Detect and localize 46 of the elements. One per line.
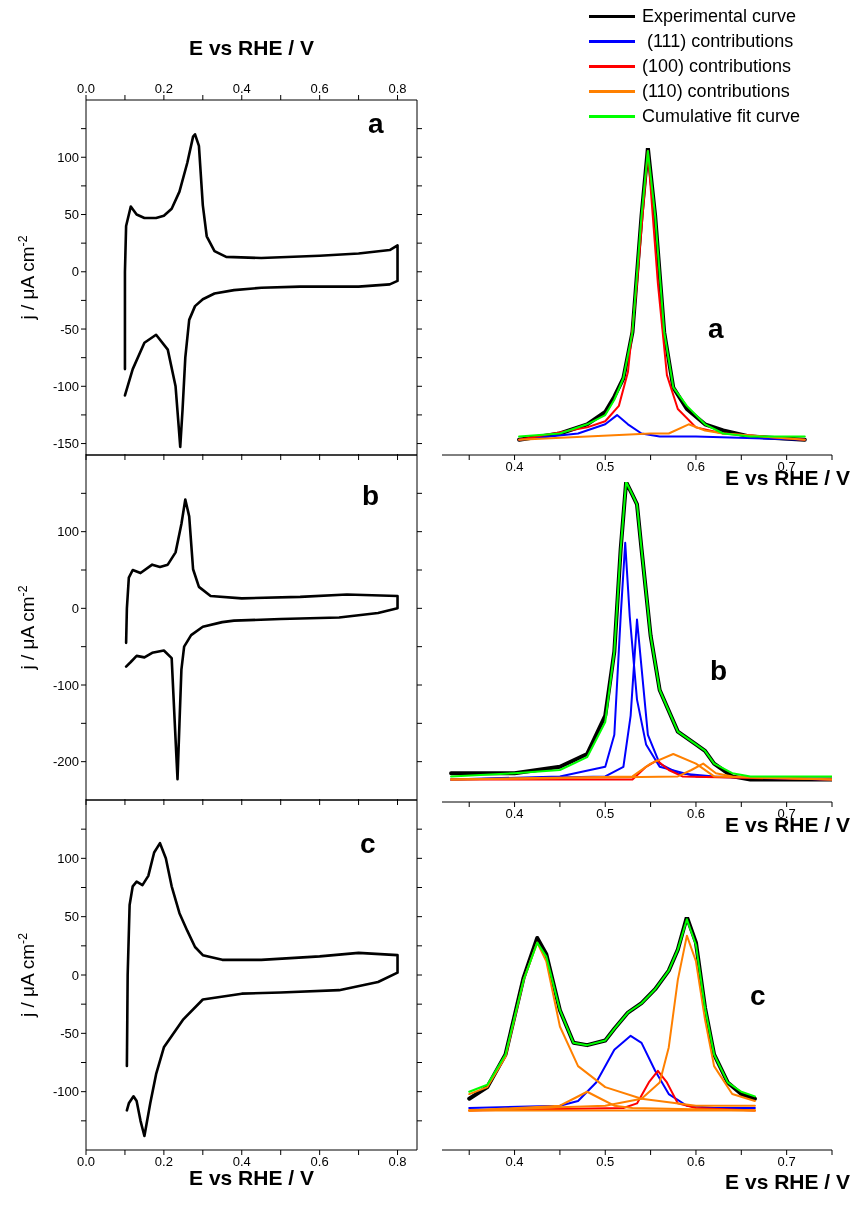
x-tick-label: 0.6 bbox=[310, 81, 329, 96]
annotation: b bbox=[362, 480, 380, 512]
x-tick-label: 0.6 bbox=[686, 806, 705, 822]
y-tick-label: 0 bbox=[71, 264, 79, 280]
y-tick-label: -50 bbox=[60, 1025, 79, 1041]
x-tick-label: 0.6 bbox=[686, 1154, 705, 1170]
annotation: b bbox=[710, 655, 728, 687]
y-tick-label: 100 bbox=[57, 850, 79, 866]
x-tick-label: 0.4 bbox=[505, 806, 524, 822]
y-tick-label: 100 bbox=[57, 149, 79, 165]
y-tick-label: 0 bbox=[71, 967, 79, 983]
y-tick-label: -50 bbox=[60, 321, 79, 337]
x-tick-label: 0.4 bbox=[505, 459, 524, 475]
y-tick-label: -100 bbox=[52, 1084, 79, 1100]
x-tick-label: 0.6 bbox=[686, 459, 705, 475]
x-tick-label: 0.0 bbox=[76, 81, 96, 96]
legend-label: Experimental curve bbox=[641, 6, 797, 27]
annotation: a bbox=[708, 313, 724, 345]
x-tick-label: 0.4 bbox=[232, 81, 251, 96]
x-tick-label: 0.5 bbox=[596, 1154, 615, 1170]
legend-label: (100) contributions bbox=[641, 56, 792, 77]
y-tick-label: -100 bbox=[52, 378, 79, 394]
x-tick-label: 0.2 bbox=[154, 81, 173, 96]
x-tick-label: 0.4 bbox=[505, 1154, 524, 1170]
x-tick-label: 0.5 bbox=[596, 459, 615, 475]
x-axis-title: E vs RHE / V bbox=[724, 1170, 850, 1194]
y-tick-label: 0 bbox=[71, 600, 79, 616]
legend-label: Cumulative fit curve bbox=[641, 106, 800, 127]
x-axis-title: E vs RHE / V bbox=[188, 36, 315, 60]
x-tick-label: 0.5 bbox=[596, 806, 615, 822]
y-tick-label: 50 bbox=[64, 207, 79, 223]
x-tick-label: 0.8 bbox=[388, 1154, 407, 1170]
annotation: c bbox=[360, 828, 376, 860]
annotation: a bbox=[368, 108, 384, 140]
x-tick-label: 0.7 bbox=[777, 1154, 796, 1170]
annotation: c bbox=[750, 980, 766, 1012]
y-tick-label: -200 bbox=[52, 754, 79, 770]
y-tick-label: -100 bbox=[52, 677, 79, 693]
x-tick-label: 0.2 bbox=[154, 1154, 173, 1170]
x-tick-label: 0.8 bbox=[388, 81, 407, 96]
x-tick-label: 0.0 bbox=[76, 1154, 96, 1170]
y-tick-label: 50 bbox=[64, 909, 79, 925]
y-tick-label: -150 bbox=[52, 436, 79, 452]
y-tick-label: 100 bbox=[57, 524, 79, 540]
legend-label: (110) contributions bbox=[641, 81, 790, 102]
legend-label: (111) contributions bbox=[645, 31, 794, 52]
